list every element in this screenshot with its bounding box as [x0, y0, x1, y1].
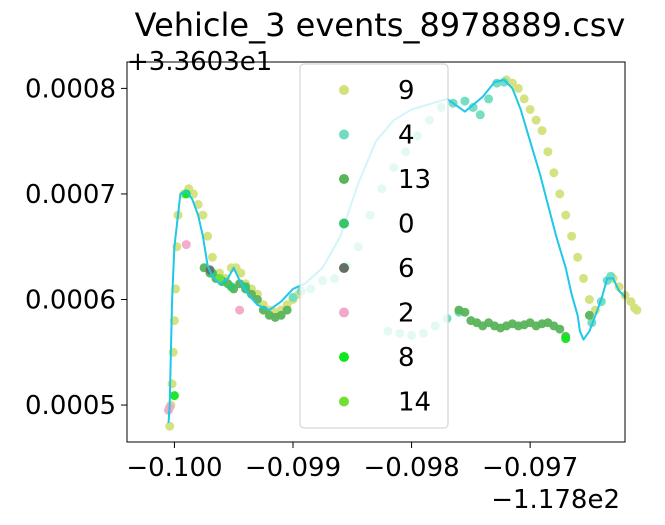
series-2-point: [181, 240, 191, 250]
legend-marker: [339, 352, 349, 362]
y-tick-label: 0.0007: [25, 180, 116, 210]
axes: −0.100 −0.099 −0.098 −0.097 0.0005 0.0006 0.00…: [25, 61, 626, 483]
series-9-point: [525, 105, 535, 114]
series-9-point: [573, 252, 583, 262]
x-tick-label: −0.100: [126, 453, 222, 483]
series-4-point: [460, 96, 470, 106]
chart-title: Vehicle_3 events_8978889.csv: [135, 6, 626, 44]
legend-label: 0: [398, 210, 415, 240]
series-2-point: [235, 305, 245, 315]
series-9-point: [537, 126, 547, 136]
x-offset-label: −1.178e2: [491, 485, 620, 515]
series-9-point: [165, 421, 175, 431]
series-9-point: [167, 379, 177, 389]
series-4-point: [484, 94, 494, 104]
legend-marker: [339, 263, 349, 273]
y-tick-label: 0.0005: [25, 391, 116, 421]
legend-marker: [339, 396, 349, 407]
series-13-point: [276, 310, 286, 320]
series-13-point: [460, 307, 470, 317]
plot-frame: [126, 61, 626, 443]
series-9-point: [513, 83, 523, 93]
series-9-point: [561, 210, 571, 220]
legend-label: 6: [398, 254, 415, 284]
legend-label: 13: [398, 165, 431, 195]
series-9-point: [543, 147, 553, 157]
legend-label: 8: [398, 343, 415, 373]
series-2: [164, 240, 245, 415]
legend-marker: [339, 307, 349, 318]
y-tick-label: 0.0006: [25, 286, 116, 316]
series-9-point: [549, 168, 559, 178]
legend-label: 14: [398, 388, 431, 418]
x-tick-label: −0.098: [363, 453, 459, 483]
series-9-point: [198, 210, 208, 220]
legend-label: 9: [398, 76, 415, 106]
series-8-point: [169, 391, 179, 401]
series-9-point: [579, 273, 588, 283]
series-4-point: [288, 292, 298, 302]
legend-marker: [339, 85, 349, 95]
legend-label: 2: [398, 299, 415, 329]
series-13-point: [282, 305, 292, 315]
series-13-point: [584, 310, 594, 320]
series-9-point: [203, 231, 213, 241]
legend-label: 4: [398, 121, 415, 151]
x-tick-label: −0.097: [482, 453, 578, 483]
series-0-point: [241, 282, 251, 292]
series-9-point: [584, 295, 594, 304]
series-8-point: [561, 334, 571, 344]
series-9-point: [207, 252, 217, 262]
x-tick-label: −0.099: [245, 453, 341, 483]
series-0-point: [226, 282, 236, 292]
series-9-point: [531, 115, 541, 125]
legend: 9 4 13 0 6 2 8 14: [299, 63, 449, 429]
legend-box: [299, 63, 449, 429]
y-tick-label: 0.0008: [25, 74, 116, 104]
legend-marker: [339, 174, 349, 184]
series-4-point: [475, 110, 485, 120]
series-9-point: [236, 268, 246, 278]
legend-marker: [339, 218, 349, 229]
series-9-point: [555, 189, 565, 199]
series-9-point: [632, 305, 642, 315]
series-9-point: [519, 94, 529, 104]
series-0: [207, 268, 251, 292]
series-9-point: [567, 231, 577, 241]
series-4-point: [468, 102, 478, 112]
legend-marker: [339, 129, 349, 140]
series-13-point: [555, 324, 565, 334]
